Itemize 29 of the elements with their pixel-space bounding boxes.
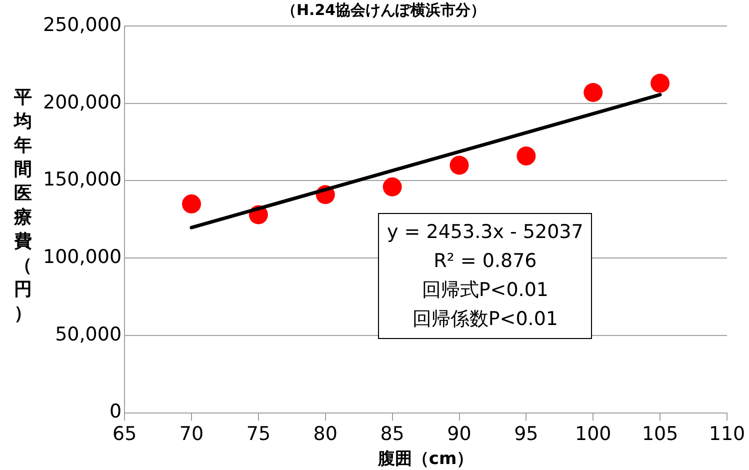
- y-tick-label: 150,000: [42, 168, 122, 191]
- x-tick-label: 80: [313, 423, 338, 446]
- x-tick-label: 110: [708, 423, 746, 446]
- y-tick-label: 50,000: [55, 323, 122, 346]
- x-tick-label: 85: [380, 423, 404, 446]
- x-axis-title: 腹囲（cm）: [376, 449, 474, 470]
- annotation: 回帰式P<0.01: [420, 278, 550, 303]
- x-tick-label: 105: [642, 423, 678, 446]
- point: [650, 74, 670, 93]
- y-tick-label: 200,000: [42, 91, 122, 114]
- x-tick-label: 90: [447, 423, 472, 446]
- point: [516, 146, 536, 166]
- x-tick-label: 95: [514, 423, 538, 446]
- x-tick-label: 75: [246, 423, 271, 446]
- y-tick-label: 0: [109, 400, 122, 423]
- point: [182, 194, 202, 214]
- x-tick-label: 100: [574, 423, 612, 446]
- text: 平均年間医療費（円）: [14, 87, 32, 324]
- point: [584, 83, 603, 102]
- annotation: 回帰係数P<0.01: [411, 307, 560, 332]
- point: [450, 156, 469, 175]
- y-tick-label: 100,000: [42, 246, 122, 268]
- point: [382, 177, 402, 196]
- x-tick-label: 65: [112, 423, 137, 446]
- annotation: R² = 0.876: [432, 249, 538, 274]
- x-tick-label: 70: [179, 423, 204, 446]
- chart-title: （H.24協会けんぽ横浜市分）: [281, 0, 486, 19]
- y-tick-label: 250,000: [42, 14, 122, 36]
- annotation: y = 2453.3x - 52037: [387, 220, 584, 245]
